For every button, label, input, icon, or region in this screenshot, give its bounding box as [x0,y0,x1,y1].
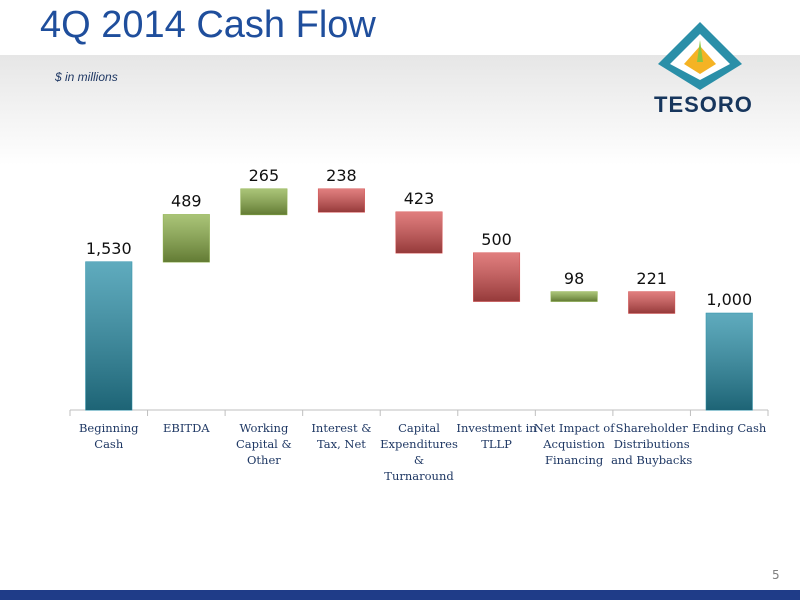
bar-shade [396,212,442,253]
category-label: Capital Expenditures & Turnaround [380,421,458,483]
bar-shade [85,261,132,410]
subtitle: $ in millions [55,70,118,84]
bar-shade [473,252,520,302]
category-label: Net Impact of Acquistion Financing [533,421,615,467]
category-label: Shareholder Distributions and Buybacks [611,421,693,467]
bar-shade [628,291,675,314]
data-label: 500 [481,230,512,249]
slide-title: 4Q 2014 Cash Flow [40,4,376,46]
category-label: EBITDA [163,421,210,435]
category-label: Working Capital & Other [236,421,292,467]
data-label: 423 [404,189,435,208]
bar-shade [706,313,753,410]
category-label: Investment in TLLP [456,421,537,451]
footer-bar [0,590,800,600]
bar-shade [551,291,598,302]
header-band [0,55,800,165]
bar-shade [240,189,287,215]
data-label: 221 [636,269,667,288]
data-label: 98 [564,269,584,288]
logo [658,22,742,90]
data-label: 265 [249,166,280,185]
data-label: 1,000 [706,290,752,309]
logo-text: TESORO [654,92,753,117]
category-label: Beginning Cash [78,421,139,451]
category-label: Interest & Tax, Net [311,421,372,451]
category-label: Ending Cash [692,421,767,435]
data-label: 1,530 [86,239,132,258]
bar-shade [163,214,210,262]
data-label: 238 [326,166,357,185]
bar-shade [318,189,365,213]
page-number: 5 [772,568,780,582]
data-label: 489 [171,192,202,211]
